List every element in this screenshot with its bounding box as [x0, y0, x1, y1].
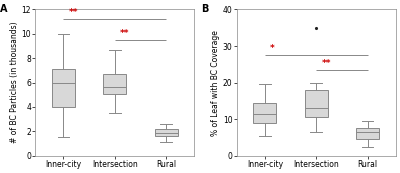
PathPatch shape: [52, 69, 75, 107]
Text: *: *: [270, 44, 275, 53]
PathPatch shape: [253, 103, 276, 123]
Y-axis label: % of Leaf with BC Coverage: % of Leaf with BC Coverage: [211, 30, 220, 135]
Text: A: A: [0, 4, 8, 14]
PathPatch shape: [356, 128, 379, 139]
Y-axis label: # of BC Particles (in thousands): # of BC Particles (in thousands): [10, 22, 18, 143]
PathPatch shape: [103, 74, 126, 94]
Text: **: **: [68, 8, 78, 17]
PathPatch shape: [155, 129, 178, 136]
Text: B: B: [202, 4, 209, 14]
Text: **: **: [120, 29, 130, 38]
PathPatch shape: [305, 90, 328, 117]
Text: **: **: [321, 59, 331, 68]
